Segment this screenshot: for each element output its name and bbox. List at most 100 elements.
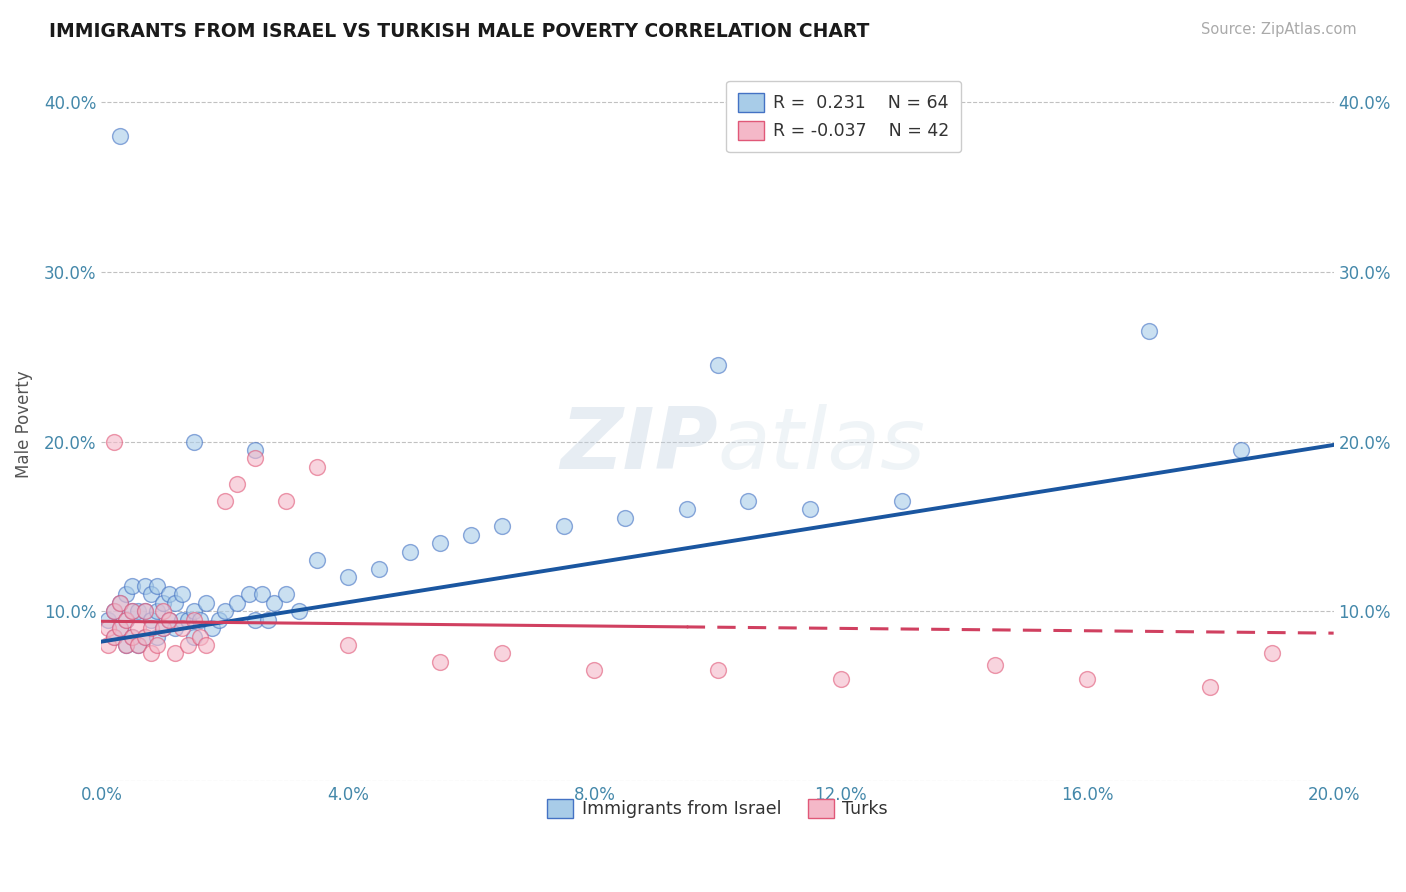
Point (97, 613, 120, 627)
Point (165, 596, 187, 610)
Point (115, 613, 138, 627)
Point (245, 443, 267, 458)
Point (226, 596, 249, 610)
Point (152, 604, 174, 618)
Point (103, 434, 125, 449)
Point (460, 528, 482, 542)
Point (170, 621, 193, 635)
Point (134, 630, 156, 644)
Point (183, 604, 205, 618)
Point (127, 604, 149, 618)
Point (891, 494, 914, 508)
Point (146, 579, 169, 593)
Point (583, 664, 606, 678)
Text: ZIP: ZIP (560, 404, 717, 487)
Point (706, 358, 728, 372)
Point (103, 630, 125, 644)
Point (245, 613, 267, 627)
Point (183, 613, 205, 627)
Point (429, 536, 451, 550)
Point (177, 613, 200, 627)
Point (491, 519, 513, 533)
Point (195, 638, 218, 652)
Point (706, 664, 728, 678)
Point (146, 638, 169, 652)
Point (1230, 443, 1253, 458)
Point (188, 630, 211, 644)
Point (139, 647, 162, 661)
Point (214, 494, 236, 508)
Point (127, 638, 149, 652)
Point (553, 519, 575, 533)
Text: Source: ZipAtlas.com: Source: ZipAtlas.com (1201, 22, 1357, 37)
Point (737, 494, 759, 508)
Point (201, 621, 224, 635)
Point (170, 613, 193, 627)
Point (97, 621, 120, 635)
Point (398, 545, 420, 559)
Point (134, 604, 156, 618)
Text: atlas: atlas (717, 404, 925, 487)
Point (152, 621, 174, 635)
Legend: Immigrants from Israel, Turks: Immigrants from Israel, Turks (540, 792, 894, 825)
Point (157, 613, 180, 627)
Point (263, 596, 285, 610)
Point (146, 604, 169, 618)
Point (115, 587, 138, 601)
Point (336, 570, 359, 584)
Point (108, 596, 131, 610)
Point (276, 494, 298, 508)
Point (121, 630, 143, 644)
Point (195, 596, 218, 610)
Point (103, 630, 125, 644)
Point (134, 630, 156, 644)
Point (276, 587, 298, 601)
Point (139, 621, 162, 635)
Point (614, 511, 637, 525)
Point (367, 562, 389, 576)
Point (121, 604, 143, 618)
Point (115, 613, 138, 627)
Point (115, 638, 138, 652)
Point (103, 604, 125, 618)
Point (165, 621, 187, 635)
Point (214, 604, 236, 618)
Point (121, 604, 143, 618)
Point (307, 460, 329, 475)
Point (152, 621, 174, 635)
Point (1199, 681, 1222, 695)
Point (207, 613, 229, 627)
Point (157, 587, 180, 601)
Point (429, 655, 451, 669)
Point (183, 630, 205, 644)
Point (799, 502, 821, 516)
Point (165, 647, 187, 661)
Point (491, 647, 513, 661)
Point (984, 658, 1007, 673)
Point (1137, 324, 1160, 338)
Point (134, 579, 156, 593)
Point (108, 621, 131, 635)
Point (97, 638, 120, 652)
Point (157, 613, 180, 627)
Point (108, 621, 131, 635)
Point (183, 434, 205, 449)
Text: IMMIGRANTS FROM ISRAEL VS TURKISH MALE POVERTY CORRELATION CHART: IMMIGRANTS FROM ISRAEL VS TURKISH MALE P… (49, 22, 869, 41)
Point (336, 638, 359, 652)
Point (108, 129, 131, 144)
Point (139, 587, 162, 601)
Point (675, 502, 697, 516)
Y-axis label: Male Poverty: Male Poverty (15, 371, 32, 478)
Point (177, 638, 200, 652)
Point (139, 613, 162, 627)
Point (108, 596, 131, 610)
Point (121, 579, 143, 593)
Point (307, 553, 329, 567)
Point (188, 613, 211, 627)
Point (134, 604, 156, 618)
Point (287, 604, 309, 618)
Point (127, 621, 149, 635)
Point (121, 630, 143, 644)
Point (256, 613, 278, 627)
Point (146, 630, 169, 644)
